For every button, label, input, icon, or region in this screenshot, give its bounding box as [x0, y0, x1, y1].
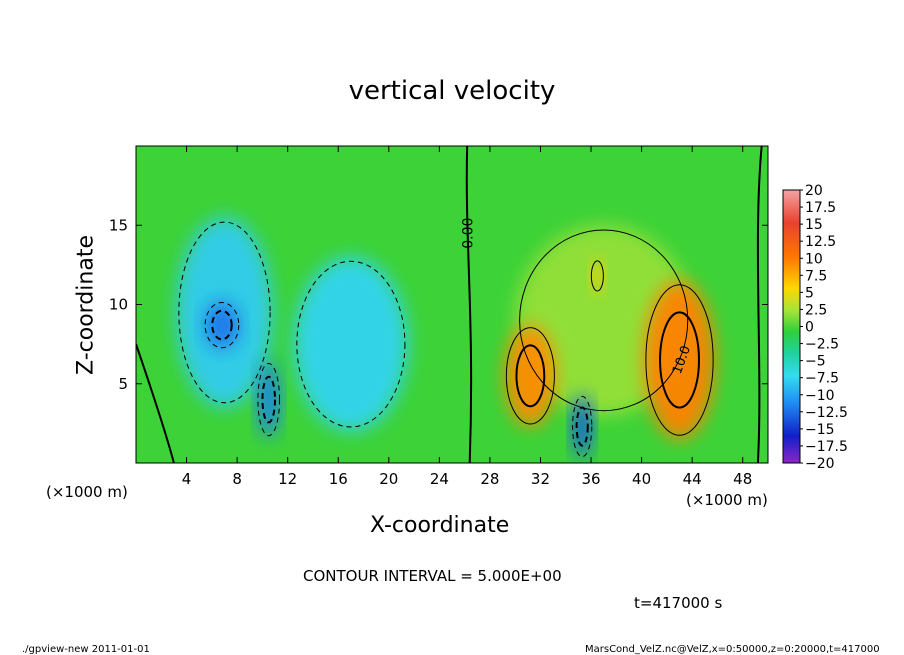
- zero-contour-left: [136, 343, 175, 463]
- y-tick-label-0: 5: [118, 375, 128, 393]
- colorbar-label-7: 2.5: [805, 302, 827, 318]
- zero-contour-label: 0.00: [460, 218, 476, 249]
- contour-strong-4: [515, 344, 546, 408]
- y-tick-label-1: 10: [109, 296, 128, 314]
- x-axis-label: X-coordinate: [370, 513, 510, 538]
- colorbar-label-4: 10: [805, 251, 823, 267]
- colorbar-label-9: −2.5: [805, 337, 839, 353]
- chart-title: vertical velocity: [348, 76, 556, 106]
- contour-6: [572, 395, 593, 458]
- colorbar-label-5: 7.5: [805, 268, 827, 284]
- colorbar-label-15: −17.5: [805, 439, 848, 455]
- colorbar-rect: [782, 189, 801, 464]
- x-tick-label-9: 40: [632, 470, 651, 488]
- colorbar-label-3: 12.5: [805, 234, 836, 250]
- x-tick-label-8: 36: [581, 470, 600, 488]
- x-tick-label-0: 4: [182, 470, 192, 488]
- zero-contour-right: [756, 146, 763, 463]
- field-cell-3: [294, 256, 408, 432]
- x-tick-label-10: 44: [683, 470, 702, 488]
- contour-3: [296, 260, 406, 428]
- x-tick-label-1: 8: [232, 470, 242, 488]
- colorbar-label-14: −15: [805, 422, 835, 438]
- x-unit-label-right: (×1000 m): [686, 491, 768, 509]
- x-tick-label-5: 24: [430, 470, 449, 488]
- colorbar-label-0: 20: [805, 183, 823, 199]
- x-tick-label-3: 16: [329, 470, 348, 488]
- field-cell-4: [505, 325, 556, 427]
- colorbar-label-13: −12.5: [805, 405, 848, 421]
- zero-contour: [465, 146, 473, 463]
- velocity-field: [136, 146, 768, 463]
- colorbar-label-11: −7.5: [805, 371, 839, 387]
- field-cell-5: [591, 260, 604, 292]
- contour-8: [519, 229, 689, 412]
- colorbar-label-12: −10: [805, 388, 835, 404]
- x-unit-label-left: (×1000 m): [46, 483, 128, 501]
- contour-interval-note: CONTOUR INTERVAL = 5.000E+00: [303, 567, 562, 585]
- contour-5: [590, 260, 604, 292]
- field-cell-6: [572, 394, 593, 459]
- colorbar-label-1: 17.5: [805, 200, 836, 216]
- footer-right: MarsCond_VelZ.nc@VelZ,x=0:50000,z=0:2000…: [585, 644, 880, 655]
- x-tick-label-2: 12: [278, 470, 297, 488]
- x-tick-label-11: 48: [733, 470, 752, 488]
- colorbar-label-8: 0: [805, 320, 814, 336]
- x-tick-label-7: 32: [531, 470, 550, 488]
- x-tick-label-4: 20: [379, 470, 398, 488]
- colorbar-label-6: 5: [805, 285, 814, 301]
- y-tick-label-2: 15: [109, 216, 128, 234]
- contour-2: [257, 362, 281, 437]
- time-label: t=417000 s: [634, 594, 723, 612]
- contour-strong-1: [211, 309, 233, 341]
- field-cell-1: [204, 301, 240, 349]
- field-cell-2: [257, 361, 281, 438]
- contour-1: [204, 302, 240, 349]
- contour-strong-7: [659, 311, 700, 409]
- x-tick-label-6: 28: [480, 470, 499, 488]
- contour-strong-2: [261, 375, 276, 424]
- colorbar-label-16: −20: [805, 456, 835, 472]
- contour-7: [645, 284, 714, 436]
- colorbar-label-10: −5: [805, 354, 826, 370]
- contour-0: [178, 221, 271, 404]
- y-axis-label: Z-coordinate: [73, 235, 99, 375]
- footer-left: ./gpview-new 2011-01-01: [22, 644, 150, 655]
- contour-4: [505, 327, 555, 425]
- colorbar-label-2: 15: [805, 217, 823, 233]
